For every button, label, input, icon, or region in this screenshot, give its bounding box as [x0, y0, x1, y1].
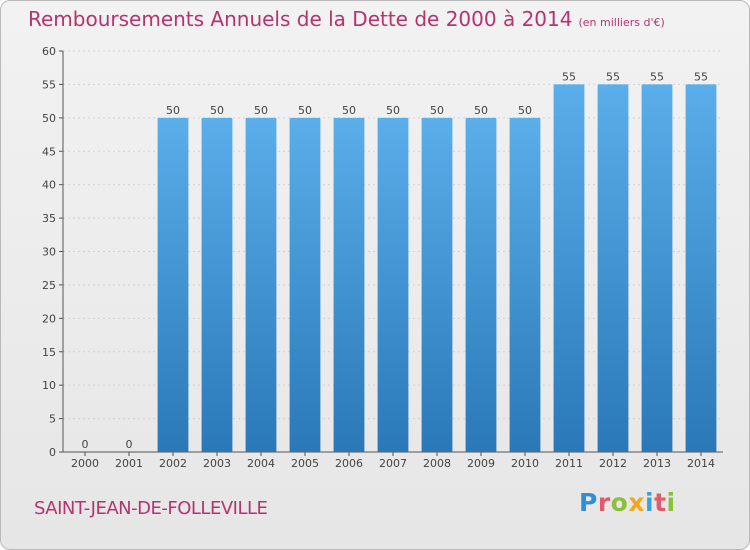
logo-letter-i-2: i	[666, 488, 676, 517]
y-tick-label: 30	[42, 246, 56, 259]
x-tick-label: 2009	[467, 457, 495, 470]
x-tick-label: 2004	[247, 457, 275, 470]
logo-letter-x: x	[628, 488, 645, 517]
data-label: 55	[606, 70, 620, 83]
bar	[377, 117, 409, 452]
data-label: 50	[342, 104, 356, 117]
bar	[641, 84, 673, 453]
y-tick-label: 55	[42, 78, 56, 91]
proxiti-logo: Proxiti	[579, 488, 676, 517]
x-tick-label: 2000	[71, 457, 99, 470]
commune-name: SAINT-JEAN-DE-FOLLEVILLE	[34, 498, 268, 519]
x-tick-label: 2013	[643, 457, 671, 470]
x-tick-label: 2008	[423, 457, 451, 470]
y-tick-label: 20	[42, 312, 56, 325]
x-tick-label: 2005	[291, 457, 319, 470]
chart-title-text: Remboursements Annuels de la Dette de 20…	[28, 7, 573, 31]
y-tick-label: 0	[49, 446, 56, 459]
data-label: 55	[650, 70, 664, 83]
bar	[509, 117, 541, 452]
y-tick-label: 50	[42, 112, 56, 125]
x-tick-label: 2002	[159, 457, 187, 470]
y-tick-label: 40	[42, 179, 56, 192]
bar	[289, 117, 321, 452]
data-label: 50	[386, 104, 400, 117]
data-label: 50	[474, 104, 488, 117]
y-tick-label: 60	[42, 45, 56, 58]
data-label: 0	[126, 438, 133, 451]
y-tick-label: 45	[42, 145, 56, 158]
data-label: 50	[166, 104, 180, 117]
data-label: 50	[254, 104, 268, 117]
bar	[421, 117, 453, 452]
logo-letter-r: r	[597, 488, 611, 517]
bar	[201, 117, 233, 452]
y-tick-label: 5	[49, 413, 56, 426]
data-label: 50	[298, 104, 312, 117]
y-tick-label: 15	[42, 346, 56, 359]
bar	[245, 117, 277, 452]
logo-letter-p: P	[579, 488, 598, 517]
bar	[465, 117, 497, 452]
x-tick-label: 2014	[687, 457, 715, 470]
bar	[597, 84, 629, 453]
x-tick-label: 2010	[511, 457, 539, 470]
data-label: 50	[430, 104, 444, 117]
y-tick-label: 35	[42, 212, 56, 225]
logo-letter-o: o	[610, 488, 629, 517]
x-tick-label: 2007	[379, 457, 407, 470]
logo-letter-i: i	[645, 488, 655, 517]
x-tick-label: 2003	[203, 457, 231, 470]
chart-unit-note: (en milliers d'€)	[578, 16, 665, 29]
y-tick-label: 10	[42, 379, 56, 392]
data-label: 50	[210, 104, 224, 117]
data-label: 55	[562, 70, 576, 83]
bar	[553, 84, 585, 453]
y-tick-label: 25	[42, 279, 56, 292]
x-tick-label: 2012	[599, 457, 627, 470]
bar	[157, 117, 189, 452]
data-label: 55	[694, 70, 708, 83]
bar	[685, 84, 717, 453]
x-tick-label: 2006	[335, 457, 363, 470]
chart-title: Remboursements Annuels de la Dette de 20…	[28, 7, 665, 31]
data-label: 0	[82, 438, 89, 451]
data-label: 50	[518, 104, 532, 117]
bar	[333, 117, 365, 452]
logo-letter-t: t	[654, 488, 667, 517]
x-tick-label: 2001	[115, 457, 143, 470]
x-tick-label: 2011	[555, 457, 583, 470]
